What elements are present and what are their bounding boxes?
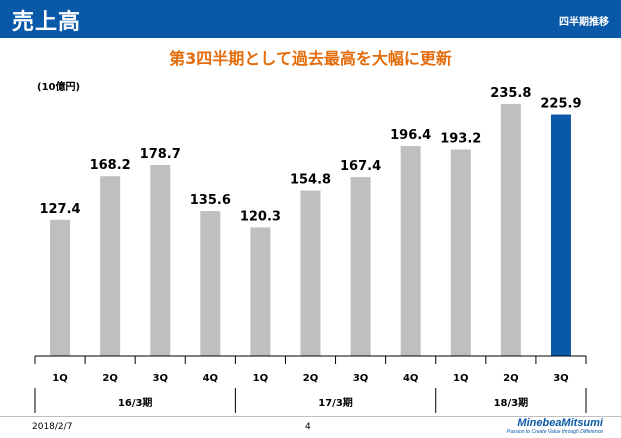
- company-logo: MinebeaMitsumi Passion to Create Value t…: [506, 417, 603, 436]
- bar: [150, 165, 171, 356]
- data-label: 196.4: [390, 128, 431, 143]
- group-label: 17/3期: [318, 396, 353, 409]
- data-label: 154.8: [290, 173, 331, 188]
- data-label: 193.2: [440, 132, 481, 147]
- bar: [500, 103, 521, 356]
- bar: [350, 177, 371, 356]
- chart-subtitle: 第3四半期として過去最高を大幅に更新: [169, 49, 452, 68]
- data-label: 120.3: [240, 209, 281, 224]
- bar-chart: 127.4 1Q 168.2 2Q 178.7 3Q 135.6 4Q 120.3 1Q 154.8…: [34, 86, 587, 413]
- data-label: 168.2: [90, 158, 131, 173]
- footer-date: 2018/2/7: [32, 422, 73, 432]
- data-label: 225.9: [540, 97, 581, 112]
- category-label: 1Q: [52, 373, 67, 384]
- category-label: 2Q: [503, 373, 518, 384]
- logo-wordmark: MinebeaMitsumi: [517, 417, 603, 429]
- header-subtitle: 四半期推移: [559, 17, 609, 28]
- category-label: 1Q: [453, 373, 468, 384]
- page-number: 4: [305, 422, 311, 432]
- page-title: 売上高: [12, 10, 82, 35]
- group-label: 16/3期: [118, 396, 153, 409]
- category-label: 4Q: [203, 373, 218, 384]
- bar: [200, 211, 221, 356]
- category-label: 4Q: [403, 373, 418, 384]
- category-label: 2Q: [303, 373, 318, 384]
- logo-tagline: Passion to Create Value through Differen…: [506, 429, 603, 435]
- data-label: 178.7: [140, 147, 181, 162]
- category-label: 2Q: [102, 373, 117, 384]
- category-label: 3Q: [152, 373, 167, 384]
- data-label: 235.8: [490, 86, 531, 101]
- footer-divider: [0, 416, 621, 417]
- data-label: 127.4: [39, 202, 80, 217]
- header-bar: 売上高 四半期推移: [0, 0, 621, 38]
- unit-label: (10億円): [37, 82, 81, 93]
- bar: [250, 227, 271, 356]
- group-label: 18/3期: [494, 396, 529, 409]
- bar: [550, 114, 571, 357]
- bar: [450, 149, 471, 356]
- bar: [300, 190, 321, 356]
- bar: [50, 219, 71, 356]
- data-label: 167.4: [340, 159, 381, 174]
- category-label: 1Q: [253, 373, 268, 384]
- category-label: 3Q: [353, 373, 368, 384]
- bar: [100, 176, 121, 356]
- category-label: 3Q: [553, 373, 568, 384]
- data-label: 135.6: [190, 193, 231, 208]
- bar: [400, 146, 421, 356]
